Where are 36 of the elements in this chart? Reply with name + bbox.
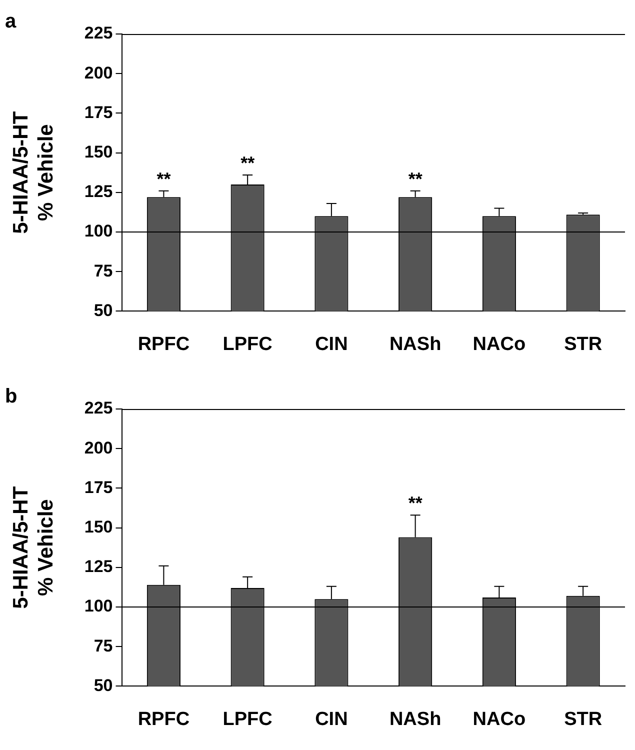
x-tick-label: LPFC (222, 708, 273, 730)
x-tick-label: RPFC (138, 334, 190, 355)
y-tick-label: 125 (84, 557, 113, 576)
y-tick-label: 175 (84, 478, 113, 497)
y-axis-title: 5-HIAA/5-HT % Vehicle (9, 111, 58, 234)
x-tick-label: CIN (315, 708, 348, 730)
x-tick-label: NACo (472, 708, 526, 730)
y-tick-label: 150 (84, 517, 113, 536)
x-tick-label: NACo (472, 334, 526, 355)
y-tick-label: 150 (84, 142, 113, 162)
x-tick-label: NASh (389, 708, 442, 730)
y-tick-label: 200 (84, 63, 113, 82)
chart-title: a (5, 10, 17, 33)
x-tick-label: NASh (389, 334, 442, 355)
annotation: ** (408, 493, 422, 514)
annotation: ** (240, 152, 255, 173)
y-tick-label: 50 (94, 676, 113, 695)
y-tick-label: 50 (94, 300, 113, 320)
x-tick-label: CIN (315, 334, 348, 355)
y-tick-label: 75 (94, 636, 113, 656)
y-axis-title: 5-HIAA/5-HT % Vehicle (9, 486, 58, 609)
x-tick-label: STR (564, 708, 602, 730)
annotation: ** (156, 168, 171, 189)
x-tick-label: LPFC (222, 334, 273, 355)
y-tick-label: 125 (84, 182, 113, 202)
chart-title: b (5, 386, 18, 408)
x-tick-label: STR (564, 334, 602, 355)
y-tick-label: 100 (84, 222, 113, 241)
y-tick-label: 100 (84, 596, 113, 616)
y-tick-label: 75 (94, 261, 113, 280)
y-tick-label: 225 (84, 24, 113, 43)
y-tick-label: 200 (84, 438, 113, 458)
annotation: ** (408, 168, 422, 189)
y-tick-label: 175 (84, 102, 113, 122)
x-tick-label: RPFC (138, 708, 190, 730)
y-tick-label: 225 (84, 398, 113, 418)
